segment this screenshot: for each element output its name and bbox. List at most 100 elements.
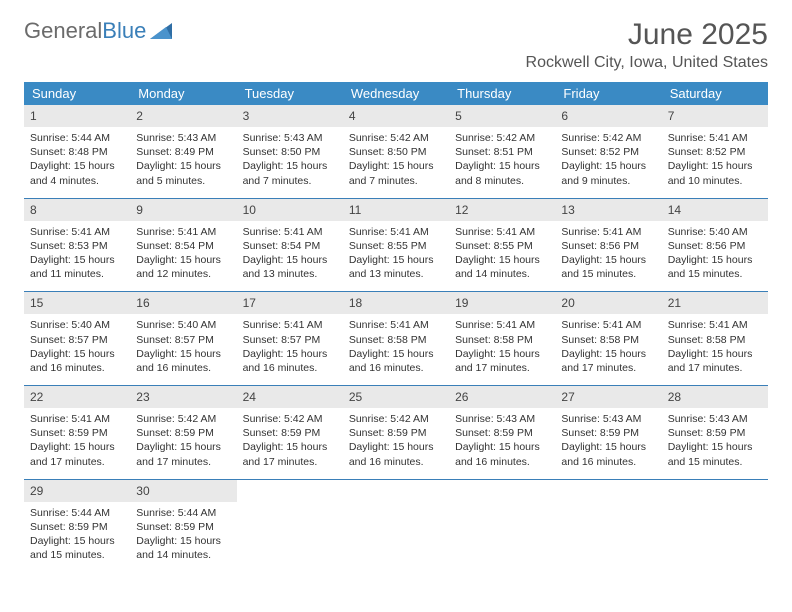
sunrise-text: Sunrise: 5:42 AM (561, 131, 655, 145)
sunset-text: Sunset: 8:54 PM (243, 239, 337, 253)
day-info: Sunrise: 5:40 AMSunset: 8:57 PMDaylight:… (30, 318, 124, 375)
daylight-text: Daylight: 15 hours and 15 minutes. (561, 253, 655, 281)
sunset-text: Sunset: 8:49 PM (136, 145, 230, 159)
week-row: 29Sunrise: 5:44 AMSunset: 8:59 PMDayligh… (24, 479, 768, 572)
sunrise-text: Sunrise: 5:40 AM (30, 318, 124, 332)
daylight-text: Daylight: 15 hours and 17 minutes. (455, 347, 549, 375)
day-cell: 27 Sunrise: 5:43 AMSunset: 8:59 PMDayligh… (555, 386, 661, 480)
dayhead-wed: Wednesday (343, 82, 449, 105)
sunset-text: Sunset: 8:56 PM (561, 239, 655, 253)
daylight-text: Daylight: 15 hours and 15 minutes. (668, 440, 762, 468)
day-info: Sunrise: 5:41 AMSunset: 8:54 PMDaylight:… (243, 225, 337, 282)
daylight-text: Daylight: 15 hours and 17 minutes. (30, 440, 124, 468)
day-cell: 24 Sunrise: 5:42 AMSunset: 8:59 PMDayligh… (237, 386, 343, 480)
day-cell: 29Sunrise: 5:44 AMSunset: 8:59 PMDayligh… (24, 479, 130, 572)
sunset-text: Sunset: 8:59 PM (136, 426, 230, 440)
sunset-text: Sunset: 8:57 PM (243, 333, 337, 347)
day-info: Sunrise: 5:41 AMSunset: 8:56 PMDaylight:… (561, 225, 655, 282)
sunrise-text: Sunrise: 5:41 AM (243, 225, 337, 239)
day-info: Sunrise: 5:41 AMSunset: 8:59 PMDaylight:… (30, 412, 124, 469)
daylight-text: Daylight: 15 hours and 17 minutes. (561, 347, 655, 375)
day-cell: 28Sunrise: 5:43 AMSunset: 8:59 PMDayligh… (662, 386, 768, 480)
week-row: 15Sunrise: 5:40 AMSunset: 8:57 PMDayligh… (24, 292, 768, 386)
day-number: 2 (136, 109, 143, 123)
sunrise-text: Sunrise: 5:41 AM (561, 318, 655, 332)
day-cell: 5Sunrise: 5:42 AMSunset: 8:51 PMDaylight… (449, 105, 555, 198)
day-info: Sunrise: 5:43 AMSunset: 8:59 PMDaylight:… (455, 412, 549, 469)
day-info: Sunrise: 5:41 AMSunset: 8:53 PMDaylight:… (30, 225, 124, 282)
day-info: Sunrise: 5:40 AMSunset: 8:57 PMDaylight:… (136, 318, 230, 375)
week-row: 8Sunrise: 5:41 AMSunset: 8:53 PMDaylight… (24, 198, 768, 292)
logo-triangle-icon (150, 23, 172, 39)
day-number: 30 (136, 484, 149, 498)
sunrise-text: Sunrise: 5:43 AM (455, 412, 549, 426)
sunrise-text: Sunrise: 5:42 AM (243, 412, 337, 426)
day-info: Sunrise: 5:41 AMSunset: 8:52 PMDaylight:… (668, 131, 762, 188)
day-cell: 11Sunrise: 5:41 AMSunset: 8:55 PMDayligh… (343, 198, 449, 292)
sunrise-text: Sunrise: 5:44 AM (30, 131, 124, 145)
day-info: Sunrise: 5:43 AMSunset: 8:50 PMDaylight:… (243, 131, 337, 188)
week-row: 1Sunrise: 5:44 AMSunset: 8:48 PMDaylight… (24, 105, 768, 198)
day-number: 6 (561, 109, 568, 123)
sunrise-text: Sunrise: 5:41 AM (30, 225, 124, 239)
sunrise-text: Sunrise: 5:42 AM (349, 412, 443, 426)
sunrise-text: Sunrise: 5:41 AM (455, 318, 549, 332)
daylight-text: Daylight: 15 hours and 17 minutes. (243, 440, 337, 468)
sunset-text: Sunset: 8:50 PM (349, 145, 443, 159)
title-block: June 2025 Rockwell City, Iowa, United St… (526, 18, 768, 72)
daylight-text: Daylight: 15 hours and 8 minutes. (455, 159, 549, 187)
sunset-text: Sunset: 8:54 PM (136, 239, 230, 253)
day-cell: 30Sunrise: 5:44 AMSunset: 8:59 PMDayligh… (130, 479, 236, 572)
sunrise-text: Sunrise: 5:41 AM (455, 225, 549, 239)
day-info: Sunrise: 5:42 AMSunset: 8:59 PMDaylight:… (243, 412, 337, 469)
daylight-text: Daylight: 15 hours and 7 minutes. (349, 159, 443, 187)
day-cell: 14Sunrise: 5:40 AMSunset: 8:56 PMDayligh… (662, 198, 768, 292)
sunset-text: Sunset: 8:59 PM (243, 426, 337, 440)
daylight-text: Daylight: 15 hours and 14 minutes. (136, 534, 230, 562)
day-number: 19 (455, 296, 468, 310)
sunrise-text: Sunrise: 5:43 AM (561, 412, 655, 426)
day-number: 9 (136, 203, 143, 217)
day-number: 27 (561, 390, 574, 404)
day-cell: 4Sunrise: 5:42 AMSunset: 8:50 PMDaylight… (343, 105, 449, 198)
daylight-text: Daylight: 15 hours and 16 minutes. (349, 347, 443, 375)
sunset-text: Sunset: 8:58 PM (349, 333, 443, 347)
daylight-text: Daylight: 15 hours and 14 minutes. (455, 253, 549, 281)
day-number: 22 (30, 390, 43, 404)
daylight-text: Daylight: 15 hours and 13 minutes. (243, 253, 337, 281)
sunset-text: Sunset: 8:59 PM (136, 520, 230, 534)
day-cell: 6 Sunrise: 5:42 AMSunset: 8:52 PMDaylight… (555, 105, 661, 198)
sunset-text: Sunset: 8:50 PM (243, 145, 337, 159)
daylight-text: Daylight: 15 hours and 7 minutes. (243, 159, 337, 187)
day-number: 7 (668, 109, 675, 123)
sunset-text: Sunset: 8:57 PM (136, 333, 230, 347)
daylight-text: Daylight: 15 hours and 16 minutes. (243, 347, 337, 375)
sunrise-text: Sunrise: 5:41 AM (668, 318, 762, 332)
day-info: Sunrise: 5:43 AMSunset: 8:49 PMDaylight:… (136, 131, 230, 188)
day-number: 11 (349, 203, 361, 217)
day-cell: 13Sunrise: 5:41 AMSunset: 8:56 PMDayligh… (555, 198, 661, 292)
calendar-body: 1Sunrise: 5:44 AMSunset: 8:48 PMDaylight… (24, 105, 768, 572)
sunset-text: Sunset: 8:58 PM (561, 333, 655, 347)
week-row: 22 Sunrise: 5:41 AMSunset: 8:59 PMDayligh… (24, 386, 768, 480)
day-number: 5 (455, 109, 462, 123)
logo-text-2: Blue (102, 18, 146, 44)
sunset-text: Sunset: 8:55 PM (349, 239, 443, 253)
daylight-text: Daylight: 15 hours and 12 minutes. (136, 253, 230, 281)
daylight-text: Daylight: 15 hours and 10 minutes. (668, 159, 762, 187)
day-number: 3 (243, 109, 250, 123)
daylight-text: Daylight: 15 hours and 16 minutes. (136, 347, 230, 375)
daylight-text: Daylight: 15 hours and 9 minutes. (561, 159, 655, 187)
sunset-text: Sunset: 8:59 PM (30, 520, 124, 534)
day-number: 28 (668, 390, 681, 404)
day-number: 24 (243, 390, 256, 404)
header: GeneralBlue June 2025 Rockwell City, Iow… (24, 18, 768, 72)
sunset-text: Sunset: 8:52 PM (561, 145, 655, 159)
daylight-text: Daylight: 15 hours and 16 minutes. (561, 440, 655, 468)
day-info: Sunrise: 5:42 AMSunset: 8:59 PMDaylight:… (349, 412, 443, 469)
dayhead-thu: Thursday (449, 82, 555, 105)
day-cell (449, 479, 555, 572)
sunrise-text: Sunrise: 5:41 AM (349, 318, 443, 332)
dayhead-mon: Monday (130, 82, 236, 105)
sunset-text: Sunset: 8:59 PM (561, 426, 655, 440)
